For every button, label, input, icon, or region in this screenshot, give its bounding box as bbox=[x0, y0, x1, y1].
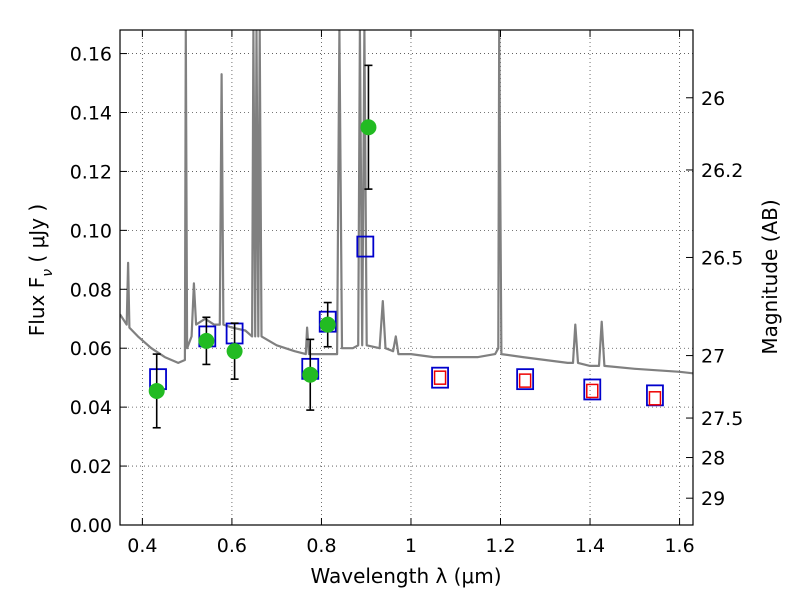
y2-tick-label: 28 bbox=[701, 448, 725, 470]
y-tick-label: 0.10 bbox=[70, 220, 112, 242]
plot-frame bbox=[119, 29, 694, 526]
model-photometry-square bbox=[516, 368, 535, 391]
y-tick-label: 0.16 bbox=[70, 44, 112, 66]
observed-photometry-point bbox=[360, 119, 377, 136]
y2-axis-title: Magnitude (AB) bbox=[758, 199, 782, 354]
observed-photometry-point bbox=[226, 343, 243, 360]
predicted-photometry-square bbox=[518, 373, 532, 388]
y-tick-label: 0.08 bbox=[70, 279, 112, 301]
x-tick-label: 1.4 bbox=[575, 535, 605, 557]
y-axis-title-units: ( μJy ) bbox=[25, 204, 49, 269]
observed-photometry-point bbox=[302, 366, 319, 383]
x-axis-title: Wavelength λ (μm) bbox=[310, 564, 501, 588]
y-axis-title-subscript: ν bbox=[40, 269, 56, 277]
observed-photometry-point bbox=[198, 332, 215, 349]
y2-tick-label: 29 bbox=[701, 488, 725, 510]
x-tick-label: 1 bbox=[405, 535, 417, 557]
y-tick-label: 0.12 bbox=[70, 161, 112, 183]
y-tick-label: 0.00 bbox=[70, 515, 112, 537]
y-tick-label: 0.14 bbox=[70, 103, 112, 125]
predicted-photometry-square bbox=[648, 391, 662, 406]
y-tick-label: 0.06 bbox=[70, 338, 112, 360]
y2-tick-label: 26.5 bbox=[701, 247, 743, 269]
y2-tick-label: 26.2 bbox=[701, 160, 743, 182]
y2-tick-label: 27.5 bbox=[701, 408, 743, 430]
x-tick-label: 1.6 bbox=[664, 535, 694, 557]
grid bbox=[120, 30, 693, 526]
plot-area bbox=[120, 30, 693, 429]
observed-photometry-point bbox=[319, 316, 336, 333]
y-tick-label: 0.04 bbox=[70, 397, 112, 419]
y-tick-label: 0.02 bbox=[70, 456, 112, 478]
y-axis-title-text: Flux F bbox=[25, 277, 49, 336]
y2-tick-label: 27 bbox=[701, 346, 725, 368]
axis-ticks: 0.4 0.6 0.8 1 1.2 1.4 1.6 0.00 0.02 0.04 0.06 0.08 0… bbox=[70, 30, 743, 557]
x-tick-label: 0.4 bbox=[127, 535, 157, 557]
observed-photometry-point bbox=[148, 382, 165, 399]
x-tick-label: 0.6 bbox=[217, 535, 247, 557]
x-tick-label: 1.2 bbox=[485, 535, 515, 557]
model-spectrum-line bbox=[120, 30, 693, 375]
model-photometry-square bbox=[583, 378, 602, 401]
x-tick-label: 0.8 bbox=[306, 535, 336, 557]
y2-tick-label: 26 bbox=[701, 88, 725, 110]
model-photometry-square bbox=[356, 235, 375, 258]
y-axis-title: Flux Fν ( μJy ) bbox=[25, 204, 56, 336]
model-photometry-square bbox=[431, 366, 449, 389]
predicted-photometry-square bbox=[586, 383, 599, 399]
predicted-photometry-square bbox=[433, 370, 447, 385]
